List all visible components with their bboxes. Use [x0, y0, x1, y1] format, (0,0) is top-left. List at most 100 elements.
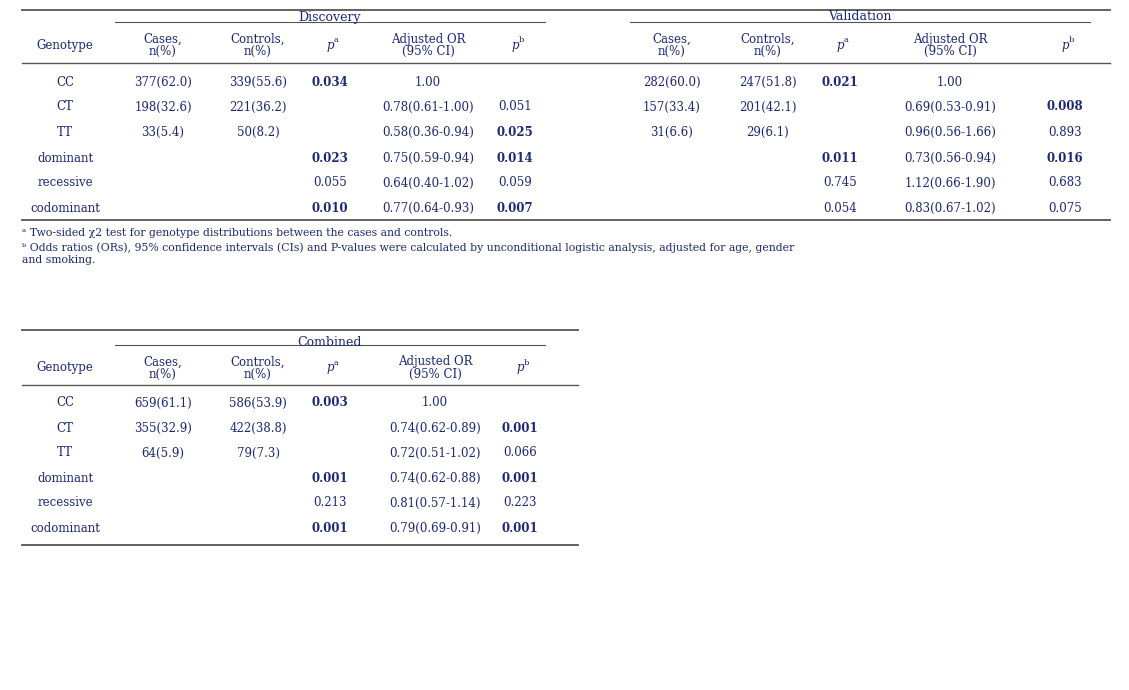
Text: n(%): n(%) — [244, 368, 272, 380]
Text: Cases,: Cases, — [143, 32, 183, 46]
Text: recessive: recessive — [37, 177, 93, 190]
Text: codominant: codominant — [30, 522, 100, 535]
Text: 0.683: 0.683 — [1048, 177, 1082, 190]
Text: 0.74(0.62-0.89): 0.74(0.62-0.89) — [390, 422, 481, 435]
Text: dominant: dominant — [37, 152, 93, 164]
Text: 1.00: 1.00 — [937, 75, 963, 88]
Text: and smoking.: and smoking. — [21, 255, 95, 265]
Text: TT: TT — [56, 126, 73, 139]
Text: 33(5.4): 33(5.4) — [141, 126, 184, 139]
Text: 1.00: 1.00 — [415, 75, 441, 88]
Text: TT: TT — [56, 446, 73, 460]
Text: p: p — [511, 39, 518, 52]
Text: CC: CC — [56, 397, 75, 409]
Text: 0.025: 0.025 — [497, 126, 533, 139]
Text: 50(8.2): 50(8.2) — [237, 126, 279, 139]
Text: 31(6.6): 31(6.6) — [650, 126, 693, 139]
Text: (95% CI): (95% CI) — [409, 368, 462, 380]
Text: codominant: codominant — [30, 201, 100, 215]
Text: 0.010: 0.010 — [312, 201, 349, 215]
Text: 0.72(0.51-1.02): 0.72(0.51-1.02) — [390, 446, 481, 460]
Text: 0.78(0.61-1.00): 0.78(0.61-1.00) — [383, 101, 474, 113]
Text: b: b — [518, 36, 524, 44]
Text: 0.003: 0.003 — [312, 397, 349, 409]
Text: 0.74(0.62-0.88): 0.74(0.62-0.88) — [390, 471, 481, 484]
Text: 0.81(0.57-1.14): 0.81(0.57-1.14) — [390, 497, 481, 509]
Text: b: b — [1068, 36, 1074, 44]
Text: 1.12(0.66-1.90): 1.12(0.66-1.90) — [904, 177, 996, 190]
Text: 0.223: 0.223 — [504, 497, 536, 509]
Text: Combined: Combined — [298, 335, 362, 348]
Text: 0.96(0.56-1.66): 0.96(0.56-1.66) — [904, 126, 996, 139]
Text: 0.075: 0.075 — [1048, 201, 1082, 215]
Text: 0.64(0.40-1.02): 0.64(0.40-1.02) — [382, 177, 474, 190]
Text: 157(33.4): 157(33.4) — [644, 101, 701, 113]
Text: a: a — [333, 36, 339, 44]
Text: Adjusted OR: Adjusted OR — [912, 32, 987, 46]
Text: CT: CT — [56, 422, 73, 435]
Text: Cases,: Cases, — [653, 32, 691, 46]
Text: 0.745: 0.745 — [823, 177, 857, 190]
Text: 0.034: 0.034 — [312, 75, 349, 88]
Text: Validation: Validation — [829, 10, 892, 23]
Text: 0.001: 0.001 — [501, 522, 539, 535]
Text: 0.893: 0.893 — [1048, 126, 1082, 139]
Text: Adjusted OR: Adjusted OR — [397, 355, 472, 368]
Text: 0.054: 0.054 — [823, 201, 857, 215]
Text: Adjusted OR: Adjusted OR — [391, 32, 465, 46]
Text: p: p — [326, 362, 334, 375]
Text: 0.213: 0.213 — [313, 497, 347, 509]
Text: 282(60.0): 282(60.0) — [644, 75, 701, 88]
Text: (95% CI): (95% CI) — [924, 44, 977, 57]
Text: b: b — [524, 359, 528, 367]
Text: 0.021: 0.021 — [822, 75, 858, 88]
Text: n(%): n(%) — [149, 44, 177, 57]
Text: p: p — [326, 39, 334, 52]
Text: 198(32.6): 198(32.6) — [134, 101, 192, 113]
Text: 0.055: 0.055 — [313, 177, 347, 190]
Text: ᵇ Odds ratios (ORs), 95% confidence intervals (CIs) and P-values were calculated: ᵇ Odds ratios (ORs), 95% confidence inte… — [21, 242, 794, 253]
Text: 0.001: 0.001 — [312, 522, 349, 535]
Text: Cases,: Cases, — [143, 355, 183, 368]
Text: 29(6.1): 29(6.1) — [746, 126, 789, 139]
Text: 0.77(0.64-0.93): 0.77(0.64-0.93) — [382, 201, 474, 215]
Text: 0.014: 0.014 — [497, 152, 533, 164]
Text: 0.73(0.56-0.94): 0.73(0.56-0.94) — [904, 152, 996, 164]
Text: Controls,: Controls, — [230, 32, 286, 46]
Text: CT: CT — [56, 101, 73, 113]
Text: a: a — [333, 359, 339, 367]
Text: Discovery: Discovery — [299, 10, 361, 23]
Text: Controls,: Controls, — [741, 32, 795, 46]
Text: 0.001: 0.001 — [501, 471, 539, 484]
Text: (95% CI): (95% CI) — [402, 44, 455, 57]
Text: dominant: dominant — [37, 471, 93, 484]
Text: 377(62.0): 377(62.0) — [134, 75, 192, 88]
Text: 0.83(0.67-1.02): 0.83(0.67-1.02) — [904, 201, 996, 215]
Text: 339(55.6): 339(55.6) — [229, 75, 287, 88]
Text: 0.79(0.69-0.91): 0.79(0.69-0.91) — [390, 522, 481, 535]
Text: 247(51.8): 247(51.8) — [739, 75, 797, 88]
Text: n(%): n(%) — [149, 368, 177, 380]
Text: 1.00: 1.00 — [422, 397, 448, 409]
Text: CC: CC — [56, 75, 75, 88]
Text: 0.75(0.59-0.94): 0.75(0.59-0.94) — [382, 152, 474, 164]
Text: 221(36.2): 221(36.2) — [229, 101, 287, 113]
Text: 0.051: 0.051 — [498, 101, 532, 113]
Text: Controls,: Controls, — [230, 355, 286, 368]
Text: 0.016: 0.016 — [1047, 152, 1084, 164]
Text: 586(53.9): 586(53.9) — [229, 397, 287, 409]
Text: 201(42.1): 201(42.1) — [739, 101, 797, 113]
Text: 0.008: 0.008 — [1047, 101, 1084, 113]
Text: 0.001: 0.001 — [501, 422, 539, 435]
Text: n(%): n(%) — [244, 44, 272, 57]
Text: 0.69(0.53-0.91): 0.69(0.53-0.91) — [904, 101, 996, 113]
Text: n(%): n(%) — [658, 44, 686, 57]
Text: 0.059: 0.059 — [498, 177, 532, 190]
Text: p: p — [837, 39, 843, 52]
Text: recessive: recessive — [37, 497, 93, 509]
Text: ᵃ Two-sided χ2 test for genotype distributions between the cases and controls.: ᵃ Two-sided χ2 test for genotype distrib… — [21, 228, 453, 238]
Text: a: a — [843, 36, 848, 44]
Text: 0.066: 0.066 — [504, 446, 537, 460]
Text: 659(61.1): 659(61.1) — [134, 397, 192, 409]
Text: 422(38.8): 422(38.8) — [229, 422, 287, 435]
